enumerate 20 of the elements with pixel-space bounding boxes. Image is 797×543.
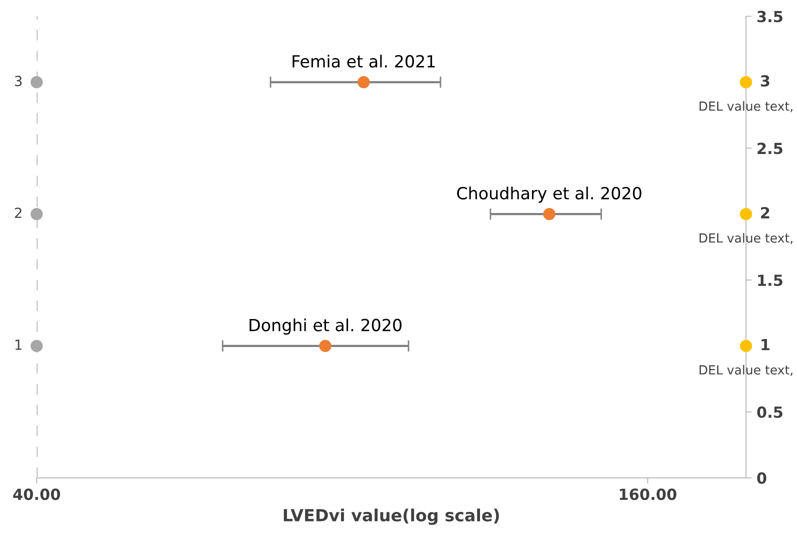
- data-label: 3: [760, 75, 770, 87]
- data-label: 2: [761, 206, 770, 218]
- y-tick-label: 2.5: [758, 142, 782, 154]
- y-tick-label: 0.5: [757, 406, 782, 418]
- x-axis-title: LVEDvi value(log scale): [284, 508, 499, 525]
- data-label: 3: [14, 76, 22, 86]
- annotation: Choudhary et al. 2020: [457, 186, 642, 203]
- annotation: Donghi et al. 2020: [250, 318, 402, 335]
- annotation: DEL value text,: [700, 364, 792, 376]
- annotation: Femia et al. 2021: [292, 54, 435, 68]
- x-tick-label: 40.00: [13, 488, 60, 500]
- data-label: 1: [762, 339, 770, 350]
- data-label: 2: [14, 208, 22, 218]
- data-label: 1: [15, 340, 22, 350]
- annotation: DEL value text,: [700, 233, 792, 244]
- annotation: DEL value text,: [700, 101, 792, 112]
- x-tick-label: 160.00: [620, 488, 676, 500]
- y-tick-label: 0: [757, 472, 766, 484]
- y-tick-label: 3.5: [757, 10, 782, 22]
- y-tick-label: 1.5: [758, 274, 782, 286]
